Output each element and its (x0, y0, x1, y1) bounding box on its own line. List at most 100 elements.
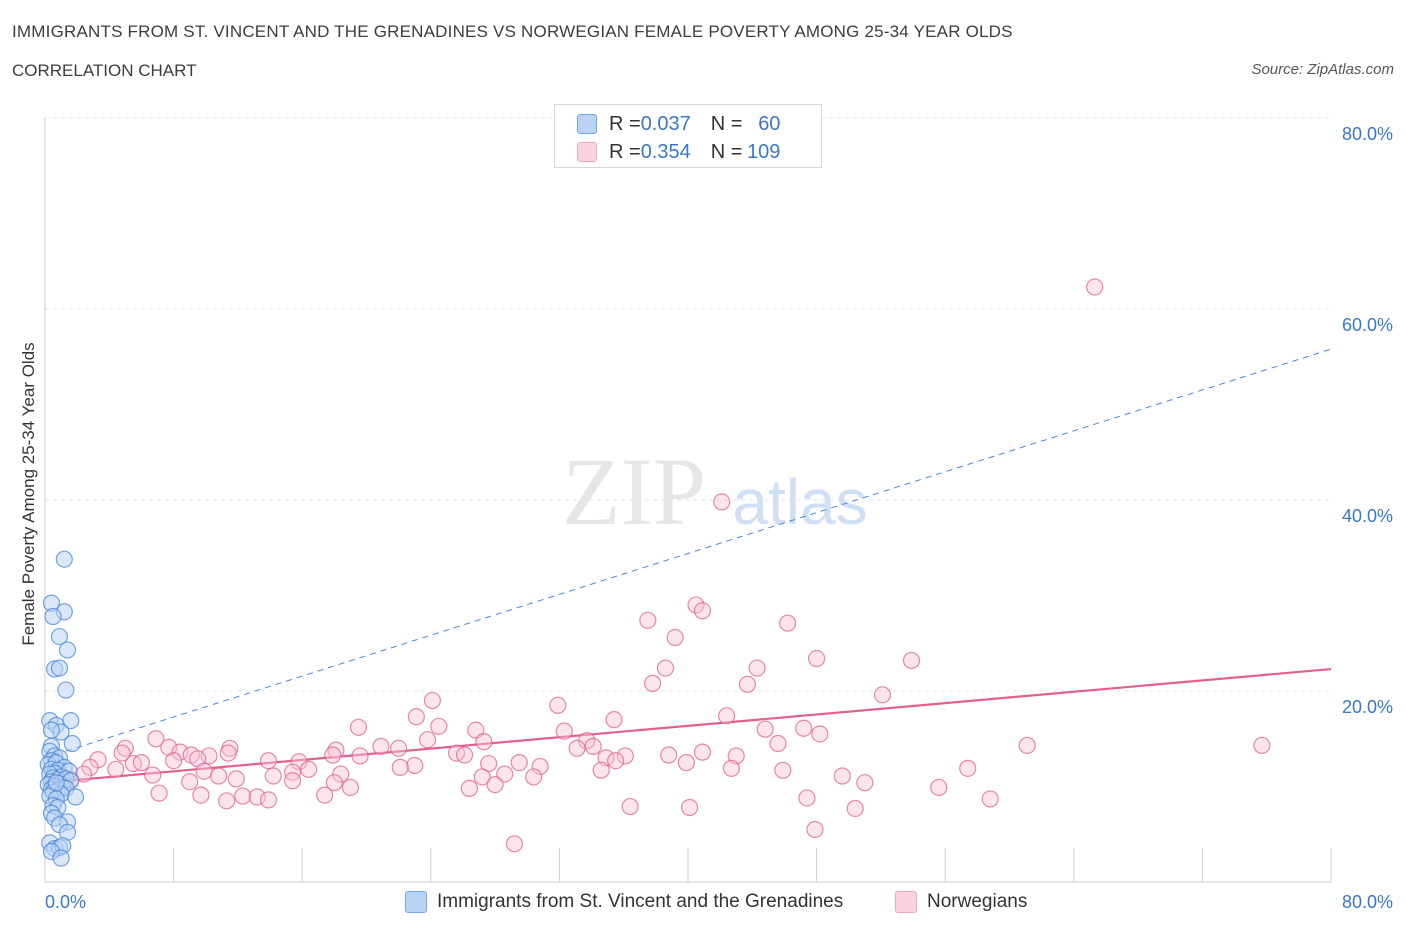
point-norwegians (807, 649, 826, 668)
point-norwegians (316, 786, 334, 804)
point-immigrants (57, 681, 75, 699)
point-norwegians (1086, 278, 1104, 296)
point-norwegians (833, 767, 851, 785)
series-legend-immigrants: Immigrants from St. Vincent and the Gren… (405, 889, 843, 915)
point-norwegians (1018, 736, 1036, 755)
legend-n-value-norwegians: 109 (747, 140, 781, 163)
point-norwegians (210, 767, 228, 785)
point-norwegians (113, 744, 131, 762)
point-immigrants (42, 721, 61, 739)
point-norwegians (607, 752, 625, 770)
point-norwegians (510, 754, 528, 772)
point-norwegians (160, 738, 178, 756)
point-norwegians (981, 790, 999, 808)
point-norwegians (181, 773, 199, 791)
x-tick-label-min: 0.0% (45, 892, 86, 912)
point-norwegians (873, 686, 892, 704)
point-immigrants (47, 774, 65, 792)
point-norwegians (592, 761, 610, 779)
point-norwegians (525, 768, 543, 786)
point-immigrants (58, 641, 77, 659)
point-norwegians (959, 759, 977, 777)
point-norwegians (902, 651, 921, 670)
chart-subtitle: CORRELATION CHART (12, 61, 197, 80)
point-norwegians (687, 596, 705, 614)
point-norwegians (259, 752, 278, 770)
point-norwegians (327, 741, 345, 759)
point-immigrants (63, 734, 81, 753)
point-norwegians (81, 758, 99, 777)
point-norwegians (584, 737, 602, 755)
legend-n-label: N = (710, 140, 743, 163)
point-norwegians (856, 774, 874, 792)
point-norwegians (846, 799, 864, 818)
point-immigrants (55, 550, 73, 568)
point-norwegians (605, 711, 623, 729)
y-tick-label: 60.0% (1342, 315, 1393, 335)
point-norwegians (555, 722, 573, 740)
watermark-zip: ZIP (562, 438, 706, 545)
source-credit: Source: ZipAtlas.com (1251, 61, 1394, 78)
point-norwegians (227, 770, 245, 788)
point-norwegians (219, 744, 237, 762)
legend-n-value-immigrants: 60 (758, 112, 781, 135)
point-norwegians (390, 739, 408, 757)
point-norwegians (795, 719, 813, 737)
point-norwegians (259, 791, 278, 809)
point-norwegians (666, 628, 684, 647)
point-norwegians (505, 835, 523, 853)
trendlines (44, 348, 1332, 784)
point-norwegians (171, 743, 189, 761)
y-tick-label: 80.0% (1342, 124, 1393, 144)
legend-r-label: R = (609, 112, 641, 135)
point-norwegians (234, 787, 252, 805)
point-norwegians (165, 752, 183, 770)
point-norwegians (150, 784, 168, 802)
series-legend-norwegians: Norwegians (895, 889, 1027, 915)
trendline-norwegians (44, 667, 1332, 784)
point-norwegians (738, 675, 757, 693)
legend-swatch-norwegians (577, 142, 597, 162)
point-norwegians (132, 754, 151, 772)
point-norwegians (717, 707, 736, 725)
point-norwegians (621, 797, 639, 816)
point-norwegians (660, 746, 678, 764)
point-norwegians (406, 756, 424, 775)
point-norwegians (455, 746, 474, 764)
point-norwegians (769, 734, 787, 753)
point-norwegians (147, 730, 165, 748)
point-norwegians (341, 778, 360, 797)
point-norwegians (325, 774, 343, 792)
point-norwegians (806, 820, 824, 839)
point-norwegians (460, 779, 478, 798)
point-norwegians (531, 757, 549, 776)
stats-legend: R = 0.037 N = 60 R = 0.354 N = 109 (554, 104, 822, 168)
point-norwegians (144, 766, 162, 784)
point-norwegians (200, 747, 218, 765)
point-norwegians (423, 691, 442, 710)
point-norwegians (107, 760, 125, 778)
point-norwegians (349, 718, 368, 736)
point-norwegians (930, 778, 948, 797)
point-norwegians (248, 788, 266, 806)
point-norwegians (264, 767, 282, 785)
point-norwegians (372, 737, 390, 755)
y-tick-label: 20.0% (1342, 697, 1393, 717)
point-norwegians (407, 708, 425, 726)
point-norwegians (332, 765, 350, 783)
point-norwegians (616, 747, 634, 765)
point-immigrants (50, 627, 69, 646)
point-norwegians (430, 717, 448, 735)
point-norwegians (195, 762, 213, 780)
x-tick-label-max: 80.0% (1342, 892, 1393, 912)
point-immigrants (66, 788, 85, 806)
y-axis-label: Female Poverty Among 25-34 Year Olds (19, 342, 38, 645)
point-norwegians (418, 731, 437, 749)
point-norwegians (693, 602, 712, 620)
point-norwegians (774, 761, 792, 779)
point-norwegians (756, 720, 774, 738)
legend-r-value-immigrants: 0.037 (640, 112, 691, 135)
point-immigrants (44, 607, 62, 626)
legend-n-label: N = (710, 112, 743, 135)
